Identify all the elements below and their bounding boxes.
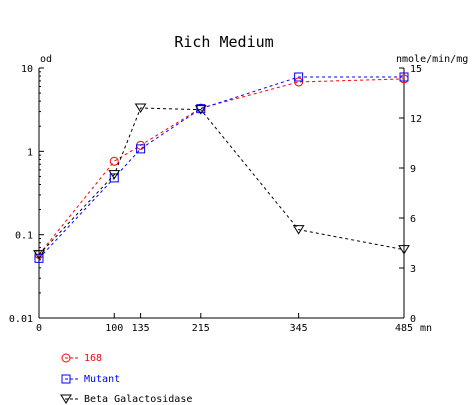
series-point-3 [194, 105, 207, 115]
legend-label: 168 [84, 353, 102, 364]
series-point-2 [294, 72, 304, 82]
right-axis-tick-label: 12 [410, 114, 422, 125]
chart-title: Rich Medium [174, 33, 273, 51]
right-axis-tick-label: 6 [410, 214, 416, 225]
x-axis-tick-label: 0 [36, 323, 42, 334]
series-point-3 [292, 225, 305, 235]
left-axis-tick-label: 0.01 [9, 314, 33, 325]
legend-marker [61, 353, 71, 363]
x-axis-tick-label: 100 [105, 323, 123, 334]
series-point-2 [136, 144, 146, 154]
series-point-1 [294, 77, 304, 87]
right-axis-tick-label: 15 [410, 64, 422, 75]
x-axis-tick-label: 485 [395, 323, 413, 334]
series-line-1 [38, 78, 405, 255]
series-point-2 [399, 72, 409, 82]
right-axis-tick-label: 0 [410, 314, 416, 325]
x-axis-tick-label: 135 [132, 323, 150, 334]
right-axis-unit-label: nmole/min/mg [396, 54, 468, 65]
legend-marker [60, 394, 72, 404]
series-line-2 [38, 76, 404, 259]
left-axis-tick-label: 0.1 [15, 231, 33, 242]
left-axis-tick-label: 10 [21, 64, 33, 75]
legend-label: Beta Galactosidase [84, 394, 192, 405]
x-axis-unit-label: mn [420, 323, 432, 334]
series-point-3 [108, 170, 121, 180]
legend-label: Mutant [84, 374, 120, 385]
legend-marker [61, 374, 71, 384]
series-point-3 [33, 250, 45, 260]
x-axis-tick-label: 345 [290, 323, 308, 334]
series-point-3 [398, 245, 410, 255]
series-point-1 [109, 156, 119, 166]
series-point-3 [134, 103, 147, 113]
right-axis-tick-label: 9 [410, 164, 416, 175]
left-axis-tick-label: 1 [27, 147, 33, 158]
right-axis-tick-label: 3 [410, 264, 416, 275]
left-axis-unit-label: od [40, 54, 52, 65]
series-line-3 [38, 107, 405, 256]
x-axis-tick-label: 215 [192, 323, 210, 334]
series-point-2 [196, 104, 206, 114]
